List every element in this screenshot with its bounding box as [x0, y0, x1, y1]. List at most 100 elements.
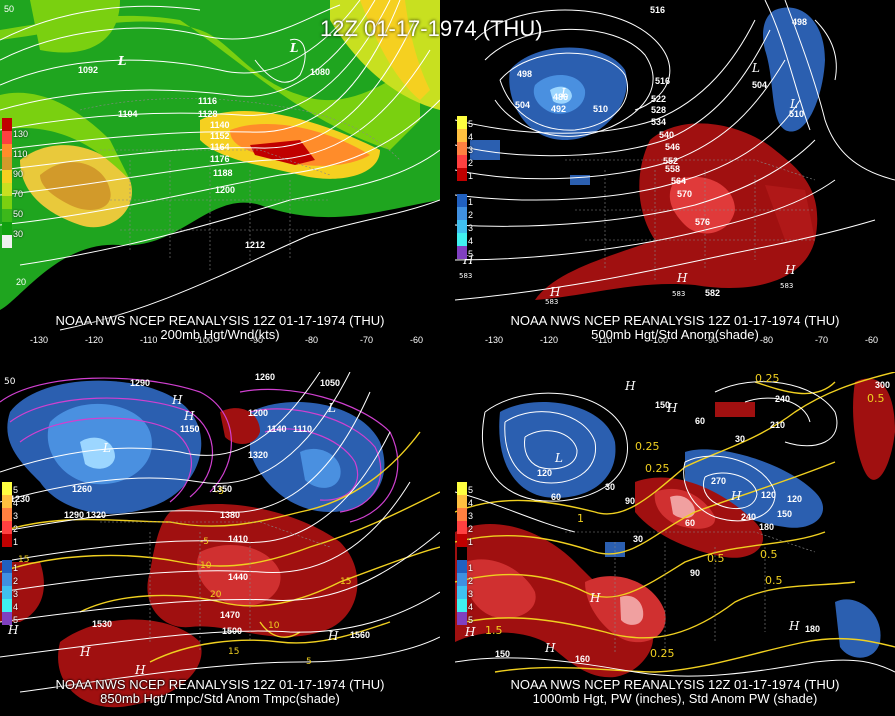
- high-marker: H: [549, 285, 561, 299]
- contour-label: 528: [651, 105, 666, 115]
- contour-label: 150: [777, 509, 792, 519]
- panel-200mb: -130 -120 -110 -100 -90 -80 -70 -60 50 2…: [0, 0, 440, 345]
- lat-label: 20: [16, 277, 26, 287]
- contour-label: 1350: [212, 484, 232, 494]
- panel-500mb: -130 -120 -110 -100 -90 -80 -70 -60 498 …: [455, 0, 895, 345]
- map-500mb: -130 -120 -110 -100 -90 -80 -70 -60 498 …: [455, 0, 895, 345]
- caption-top: NOAA NWS NCEP REANALYSIS 12Z 01-17-1974 …: [510, 677, 840, 692]
- high-marker: H: [589, 591, 601, 605]
- low-marker: L: [751, 61, 760, 75]
- contour-label: 1320: [86, 510, 106, 520]
- contour-label: 1140: [267, 424, 287, 434]
- contour-label: 30: [735, 434, 745, 444]
- temp-label: 15: [228, 647, 239, 657]
- high-marker: H: [676, 271, 688, 285]
- high-marker: H: [183, 409, 195, 423]
- temp-label: 15: [340, 577, 351, 587]
- lon-label: -120: [540, 335, 558, 345]
- contour-label: 1530: [92, 619, 112, 629]
- high-marker: H: [730, 489, 742, 503]
- contour-label: 546: [665, 142, 680, 152]
- caption-top: NOAA NWS NCEP REANALYSIS 12Z 01-17-1974 …: [55, 677, 385, 692]
- caption-top: NOAA NWS NCEP REANALYSIS 12Z 01-17-1974 …: [510, 313, 840, 328]
- contour-label: 60: [695, 416, 705, 426]
- lon-label: -60: [865, 335, 878, 345]
- contour-label: 1.5: [485, 624, 503, 637]
- contour-label: 0.25: [645, 462, 670, 475]
- contour-label: 1152: [210, 131, 230, 141]
- contour-label: 1260: [72, 484, 92, 494]
- contour-label: 1188: [213, 168, 233, 178]
- anom-cyan: [80, 437, 115, 469]
- anom-lightblue2: [300, 448, 341, 488]
- contour-label: 552: [663, 156, 678, 166]
- contour-label: 60: [551, 492, 561, 502]
- contour-label: 150: [655, 400, 670, 410]
- contour-label: 564: [671, 176, 686, 186]
- contour-label: 240: [775, 394, 790, 404]
- low-marker: L: [289, 41, 298, 55]
- contour-label: 1150: [180, 424, 200, 434]
- contour-label: 492: [551, 104, 566, 114]
- contour-label: 0.5: [765, 574, 783, 587]
- caption-bottom: 850mb Hgt/Tmpc/Std Anom Tmpc(shade): [100, 691, 340, 706]
- caption-bottom: 500mb Hgt/Std Anom(shade): [591, 327, 759, 342]
- lon-label: -100: [195, 335, 213, 345]
- temp-label: 15: [18, 555, 29, 565]
- contour-label: 516: [650, 5, 665, 15]
- contour-label: 1290: [130, 378, 150, 388]
- temp-label: -5: [200, 537, 209, 547]
- contour-label: 1092: [78, 65, 98, 75]
- map-850mb: 50 1260 1050 1290 1200 1150 1140 1110 13…: [0, 372, 440, 716]
- contour-label: 522: [651, 94, 666, 104]
- contour-label: 30: [605, 482, 615, 492]
- lon-label: -90: [705, 335, 718, 345]
- low-marker: L: [554, 451, 563, 465]
- caption-bottom: 200mb Hgt/Wnd(kts): [160, 327, 280, 342]
- contour-label: 1290: [64, 510, 84, 520]
- anom-blue2: [685, 449, 824, 528]
- contour-label: 510: [593, 104, 608, 114]
- lat-label: 50: [4, 377, 16, 387]
- lon-label: -70: [360, 335, 373, 345]
- contour-label: 300: [875, 380, 890, 390]
- contour-label: 180: [759, 522, 774, 532]
- contour-label: 1050: [320, 378, 340, 388]
- panel-1000mb: 300 240 210 0.25 0.5 150 60 30 120 0.25 …: [455, 372, 895, 716]
- panel-850mb: 50 1260 1050 1290 1200 1150 1140 1110 13…: [0, 372, 440, 716]
- colorbar: [457, 116, 467, 259]
- colorbar: [2, 118, 12, 248]
- anom-blue3: [835, 599, 881, 658]
- low-marker: L: [117, 54, 126, 68]
- contour-label: 576: [695, 217, 710, 227]
- contour-label: 210: [770, 420, 785, 430]
- map-200mb: -130 -120 -110 -100 -90 -80 -70 -60 50 2…: [0, 0, 440, 345]
- contour-label: 1140: [210, 120, 230, 130]
- contour-label: 534: [651, 117, 666, 127]
- temp-label: 5: [306, 657, 312, 667]
- contour-label: 1104: [118, 109, 138, 119]
- lon-label: -60: [410, 335, 423, 345]
- lat-label: 50: [4, 4, 14, 14]
- contour-label: 0.5: [707, 552, 725, 565]
- contour-label: 498: [517, 69, 532, 79]
- contour-label: 160: [575, 654, 590, 664]
- high-marker: H: [544, 641, 556, 655]
- temp-label: 10: [200, 561, 212, 571]
- anom-pink: [670, 495, 695, 519]
- contour-label: 582: [705, 288, 720, 298]
- high-marker: H: [79, 645, 91, 659]
- contour-label: 60: [685, 518, 695, 528]
- jet-shade-green: [0, 0, 440, 310]
- contour-label: 1080: [310, 67, 330, 77]
- contour-label: 90: [690, 568, 700, 578]
- contour-label: 1212: [245, 240, 265, 250]
- contour-label: 0.25: [755, 372, 780, 385]
- lon-label: -70: [815, 335, 828, 345]
- contour-label: 1200: [215, 185, 235, 195]
- contour-label: 120: [761, 490, 776, 500]
- colorbar: [457, 482, 467, 625]
- caption-bottom: 1000mb Hgt, PW (inches), Std Anom PW (sh…: [532, 691, 818, 706]
- contour-label: 1110: [293, 424, 312, 434]
